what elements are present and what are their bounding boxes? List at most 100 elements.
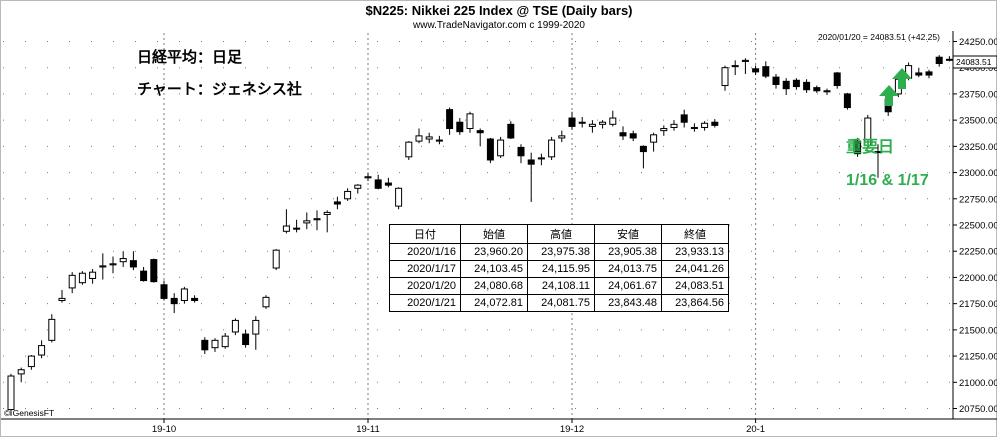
candle-body <box>323 211 331 216</box>
candle-body <box>374 179 382 189</box>
candle-body <box>578 121 586 124</box>
candle-body <box>303 220 311 224</box>
candle-body <box>456 121 464 133</box>
candle-body <box>609 117 617 125</box>
candle-body <box>650 134 658 143</box>
candle-body <box>425 136 433 140</box>
candle <box>211 338 219 352</box>
candle <box>354 184 362 194</box>
candle-body <box>446 109 454 130</box>
chart-subtitle: www.TradeNavigator.com c 1999-2020 <box>412 20 585 31</box>
candle <box>119 251 127 267</box>
candle <box>935 55 943 67</box>
table-cell: 24,041.26 <box>661 260 729 278</box>
candle-body <box>864 117 872 146</box>
candle <box>741 58 749 74</box>
x-tick-label: 19-12 <box>560 424 584 435</box>
candle <box>588 120 596 133</box>
candle-body <box>405 141 413 158</box>
candle-body <box>211 339 219 349</box>
candle-body <box>191 297 199 302</box>
table-cell: 24,115.95 <box>527 260 595 278</box>
candle-body <box>7 375 15 411</box>
table-cell: 24,108.11 <box>527 277 595 295</box>
candle <box>843 92 851 110</box>
candle <box>925 69 933 79</box>
candle <box>129 251 137 271</box>
candle <box>384 177 392 188</box>
candle <box>435 135 443 145</box>
candle-body <box>160 284 168 299</box>
candle-body <box>945 58 953 61</box>
note-source: チャート：ジェネシス社 <box>137 80 302 98</box>
candle <box>58 290 66 303</box>
candle-body <box>915 72 923 76</box>
candle-body <box>466 113 474 130</box>
candle <box>782 78 790 95</box>
candle-body <box>629 133 637 139</box>
candle-body <box>731 65 739 68</box>
candle <box>823 88 831 95</box>
candle <box>344 188 352 201</box>
candle <box>874 144 882 178</box>
candle <box>486 137 494 164</box>
candle <box>945 56 953 62</box>
candle <box>670 120 678 131</box>
y-tick-label: 21750.00 <box>959 299 997 310</box>
candle-body <box>99 265 107 268</box>
candle <box>507 121 515 140</box>
table-cell: 24,072.81 <box>460 294 528 312</box>
candle <box>537 153 545 166</box>
candle-body <box>313 218 321 221</box>
table-row: 2020/1/16 23,960.20 23,975.38 23,905.38 … <box>389 243 729 261</box>
candle-body <box>517 146 525 157</box>
candle <box>170 293 178 314</box>
candle-body <box>119 258 127 263</box>
table-cell: 2020/1/17 <box>389 260 461 278</box>
y-tick-label: 23750.00 <box>959 89 997 100</box>
candle <box>303 212 311 230</box>
candle-body <box>354 184 362 189</box>
candle <box>864 114 872 148</box>
candle <box>252 316 260 350</box>
candle-body <box>701 122 709 128</box>
candle-body <box>833 72 841 87</box>
candle <box>78 271 86 285</box>
table-cell: 2020/1/20 <box>389 277 461 295</box>
last-price-tag-box <box>952 55 997 69</box>
candle <box>140 266 148 282</box>
y-tick-label: 21500.00 <box>959 325 997 336</box>
x-tick-label: 20-1 <box>746 424 765 435</box>
candle <box>456 118 464 135</box>
table-header-close: 終値 <box>661 224 729 244</box>
table-cell: 23,933.13 <box>661 243 729 261</box>
x-tick-label: 19-11 <box>356 424 380 435</box>
candle <box>242 329 250 348</box>
candle-body <box>170 297 178 305</box>
candle <box>609 110 617 127</box>
y-tick-label: 21250.00 <box>959 352 997 363</box>
candle <box>711 119 719 128</box>
candle-body <box>89 271 97 279</box>
candle <box>68 272 76 294</box>
candle <box>558 130 566 143</box>
table-row: 2020/1/20 24,080.68 24,108.11 24,061.67 … <box>389 277 729 295</box>
candle <box>201 337 209 354</box>
candle <box>7 373 15 416</box>
important-day-label: 重要日 <box>846 137 894 156</box>
table-cell: 23,960.20 <box>460 243 528 261</box>
candle-body <box>568 117 576 127</box>
candle <box>476 128 484 147</box>
candle-body <box>17 369 25 375</box>
candle-body <box>537 157 545 160</box>
candle-body <box>27 355 35 368</box>
candle-body <box>344 190 352 200</box>
candle <box>191 295 199 303</box>
candle <box>180 286 188 304</box>
candle <box>466 111 474 133</box>
candle-body <box>782 80 790 90</box>
candle <box>548 136 556 160</box>
candle <box>629 130 637 142</box>
candle-body <box>843 93 851 109</box>
table-cell: 24,061.67 <box>594 277 662 295</box>
